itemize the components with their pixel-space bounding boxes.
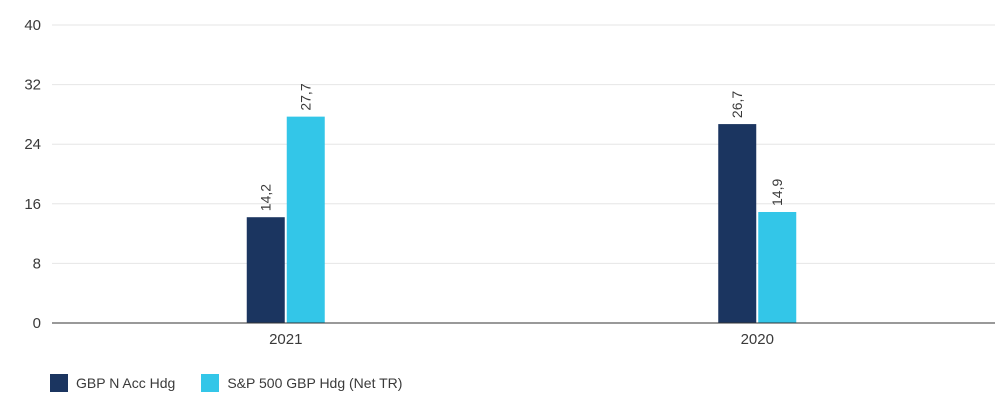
legend: GBP N Acc Hdg S&P 500 GBP Hdg (Net TR) xyxy=(50,374,402,392)
bar-series-2-2020 xyxy=(758,211,797,323)
legend-swatch-series-2 xyxy=(201,374,220,392)
data-labels: 14,2 27,7 26,7 14,9 xyxy=(258,83,786,211)
x-category-label: 2021 xyxy=(269,331,302,348)
y-tick-label: 8 xyxy=(33,255,41,272)
y-axis-ticks: 0 8 16 24 32 40 xyxy=(24,17,41,332)
bar-series-1-2021 xyxy=(246,217,285,323)
data-label-series-1-2020: 26,7 xyxy=(729,91,745,118)
legend-label-series-2: S&P 500 GBP Hdg (Net TR) xyxy=(227,375,403,391)
y-tick-label: 24 xyxy=(24,136,41,153)
y-tick-label: 32 xyxy=(24,77,41,94)
y-tick-label: 16 xyxy=(24,196,41,213)
y-tick-label: 40 xyxy=(24,17,41,34)
data-label-series-1-2021: 14,2 xyxy=(258,184,274,211)
x-category-label: 2020 xyxy=(741,331,774,348)
y-tick-label: 0 xyxy=(33,315,41,332)
legend-item-series-1: GBP N Acc Hdg xyxy=(50,374,175,392)
bar-series-2-2021 xyxy=(286,116,325,323)
data-label-series-2-2021: 27,7 xyxy=(298,83,314,110)
legend-swatch-series-1 xyxy=(50,374,68,392)
bar-series-1-2020 xyxy=(718,124,757,324)
legend-item-series-2: S&P 500 GBP Hdg (Net TR) xyxy=(201,374,402,392)
data-label-series-2-2020: 14,9 xyxy=(769,179,785,206)
legend-label-series-1: GBP N Acc Hdg xyxy=(76,375,176,391)
bars xyxy=(246,116,797,324)
gridlines xyxy=(52,24,995,264)
x-axis-labels: 2021 2020 xyxy=(269,331,774,348)
